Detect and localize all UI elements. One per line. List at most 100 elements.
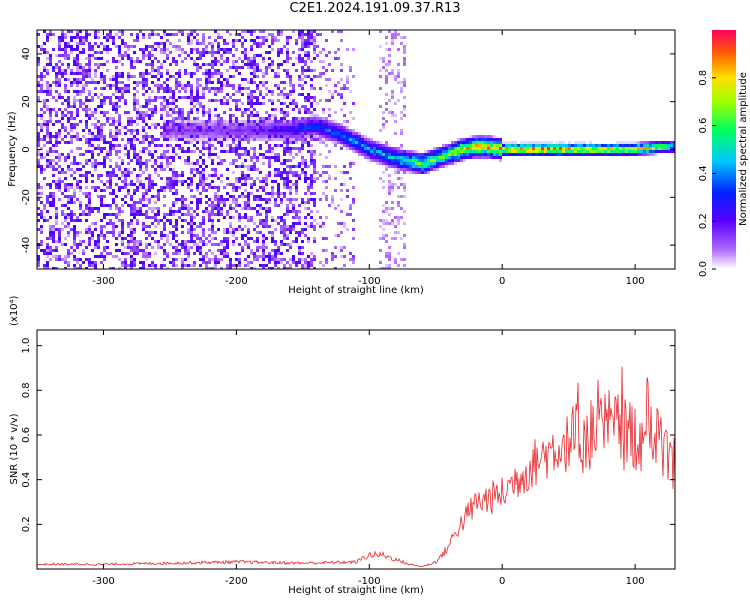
heatmap-cell [121, 72, 124, 75]
heatmap-cell [79, 66, 82, 69]
heatmap-cell [130, 246, 133, 249]
heatmap-cell [67, 231, 70, 234]
heatmap-cell [262, 75, 265, 78]
heatmap-cell [289, 150, 292, 153]
heatmap-cell [187, 123, 190, 126]
heatmap-cell [130, 207, 133, 210]
heatmap-cell [382, 147, 385, 150]
heatmap-cell [139, 141, 142, 144]
heatmap-cell [520, 144, 523, 147]
heatmap-cell [115, 108, 118, 111]
heatmap-cell [232, 135, 235, 138]
heatmap-cell [127, 48, 130, 51]
heatmap-cell [406, 171, 409, 174]
heatmap-cell [187, 240, 190, 243]
heatmap-cell [388, 144, 391, 147]
heatmap-cell [238, 261, 241, 264]
heatmap-cell [148, 243, 151, 246]
heatmap-cell [418, 168, 421, 171]
heatmap-cell [88, 207, 91, 210]
heatmap-cell [553, 147, 556, 150]
heatmap-cell [187, 183, 190, 186]
heatmap-cell [79, 69, 82, 72]
heatmap-cell [64, 177, 67, 180]
heatmap-cell [382, 111, 385, 114]
heatmap-cell [58, 183, 61, 186]
heatmap-cell [328, 78, 331, 81]
heatmap-cell [181, 147, 184, 150]
heatmap-cell [76, 258, 79, 261]
heatmap-cell [82, 48, 85, 51]
heatmap-cell [529, 141, 532, 144]
heatmap-cell [286, 138, 289, 141]
heatmap-cell [202, 141, 205, 144]
heatmap-cell [202, 63, 205, 66]
heatmap-cell [289, 75, 292, 78]
heatmap-cell [121, 252, 124, 255]
heatmap-cell [256, 54, 259, 57]
heatmap-cell [550, 141, 553, 144]
heatmap-cell [358, 132, 361, 135]
heatmap-cell [40, 45, 43, 48]
heatmap-cell [313, 51, 316, 54]
heatmap-cell [586, 144, 589, 147]
heatmap-cell [289, 171, 292, 174]
heatmap-cell [61, 258, 64, 261]
heatmap-cell [187, 138, 190, 141]
heatmap-cell [208, 141, 211, 144]
heatmap-cell [82, 51, 85, 54]
heatmap-cell [346, 141, 349, 144]
heatmap-cell [88, 90, 91, 93]
heatmap-cell [109, 252, 112, 255]
heatmap-cell [307, 135, 310, 138]
heatmap-cell [118, 129, 121, 132]
heatmap-cell [64, 42, 67, 45]
heatmap-cell [394, 120, 397, 123]
heatmap-cell [310, 105, 313, 108]
heatmap-cell [244, 135, 247, 138]
heatmap-cell [397, 165, 400, 168]
heatmap-cell [142, 87, 145, 90]
heatmap-cell [214, 63, 217, 66]
heatmap-cell [265, 87, 268, 90]
heatmap-cell [268, 57, 271, 60]
heatmap-cell [541, 147, 544, 150]
heatmap-cell [121, 222, 124, 225]
heatmap-cell [55, 255, 58, 258]
heatmap-cell [115, 132, 118, 135]
heatmap-cell [250, 135, 253, 138]
heatmap-cell [307, 123, 310, 126]
heatmap-cell [403, 105, 406, 108]
heatmap-cell [178, 252, 181, 255]
heatmap-cell [106, 33, 109, 36]
heatmap-cell [613, 147, 616, 150]
heatmap-cell [88, 198, 91, 201]
heatmap-cell [133, 228, 136, 231]
heatmap-cell [166, 159, 169, 162]
heatmap-cell [133, 102, 136, 105]
heatmap-cell [286, 237, 289, 240]
heatmap-cell [70, 69, 73, 72]
heatmap-cell [331, 96, 334, 99]
heatmap-cell [214, 39, 217, 42]
heatmap-cell [403, 246, 406, 249]
heatmap-cell [277, 261, 280, 264]
heatmap-cell [85, 120, 88, 123]
heatmap-cell [325, 84, 328, 87]
heatmap-cell [202, 105, 205, 108]
heatmap-cell [124, 45, 127, 48]
heatmap-cell [46, 84, 49, 87]
heatmap-cell [142, 105, 145, 108]
heatmap-cell [418, 153, 421, 156]
heatmap-cell [253, 39, 256, 42]
heatmap-cell [91, 156, 94, 159]
heatmap-cell [307, 213, 310, 216]
heatmap-cell [112, 231, 115, 234]
heatmap-cell [145, 69, 148, 72]
heatmap-cell [313, 114, 316, 117]
heatmap-cell [76, 216, 79, 219]
snr-x-tick-label: -300 [92, 576, 115, 587]
heatmap-cell [184, 246, 187, 249]
heatmap-cell [172, 258, 175, 261]
heatmap-cell [187, 210, 190, 213]
